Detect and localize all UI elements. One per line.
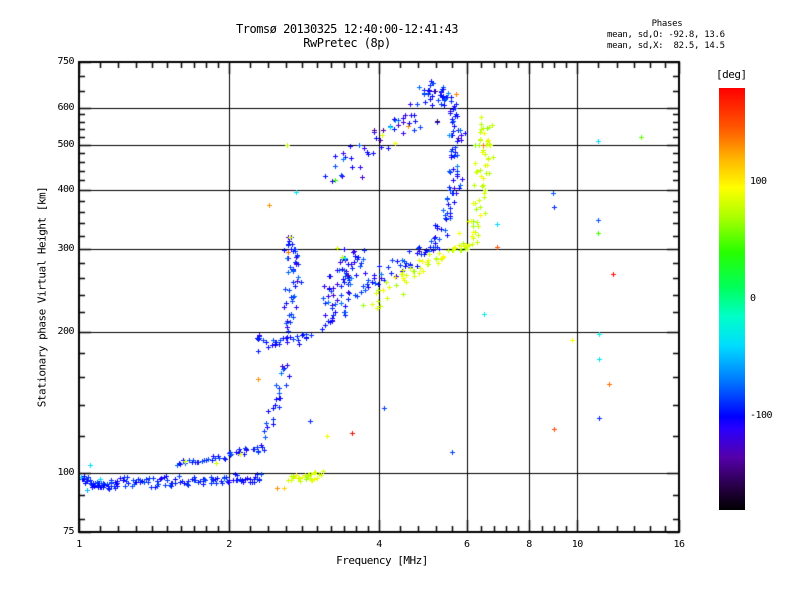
phases-legend-x-mode: mean, sd,X: 82.5, 14.5 bbox=[607, 41, 725, 51]
x-tick-label: 8 bbox=[526, 539, 532, 550]
phases-legend-o-mode: mean, sd,O: -92.8, 13.6 bbox=[607, 30, 725, 40]
y-tick-label: 500 bbox=[57, 138, 74, 150]
colorbar bbox=[719, 88, 745, 510]
y-tick-label: 200 bbox=[57, 325, 74, 337]
x-tick-label: 2 bbox=[226, 539, 232, 550]
x-tick-label: 6 bbox=[463, 539, 470, 550]
colorbar-tick-label: 0 bbox=[750, 293, 756, 304]
y-tick-label: 75 bbox=[62, 526, 75, 537]
x-tick-label: 1 bbox=[76, 539, 82, 550]
colorbar-unit-label: [deg] bbox=[716, 68, 747, 81]
x-tick-label: 10 bbox=[571, 539, 584, 550]
y-tick-label: 750 bbox=[57, 56, 74, 67]
page-title: Tromsø 20130325 12:40:00-12:41:43 bbox=[236, 22, 458, 36]
y-tick-label: 300 bbox=[57, 243, 74, 255]
y-tick-label: 100 bbox=[57, 467, 74, 479]
x-tick-label: 16 bbox=[673, 539, 685, 550]
page-subtitle: RwPretec (8p) bbox=[303, 36, 391, 50]
y-tick-label: 400 bbox=[57, 184, 74, 196]
phases-legend-header: Phases bbox=[651, 19, 683, 29]
y-tick-label: 600 bbox=[57, 101, 74, 113]
x-tick-label: 4 bbox=[376, 539, 382, 550]
colorbar-tick-label: -100 bbox=[750, 410, 773, 422]
x-axis-label: Frequency [MHz] bbox=[336, 554, 428, 567]
y-axis-label: Stationary phase Virtual Height [km] bbox=[35, 186, 49, 408]
colorbar-tick-label: 100 bbox=[750, 175, 767, 187]
